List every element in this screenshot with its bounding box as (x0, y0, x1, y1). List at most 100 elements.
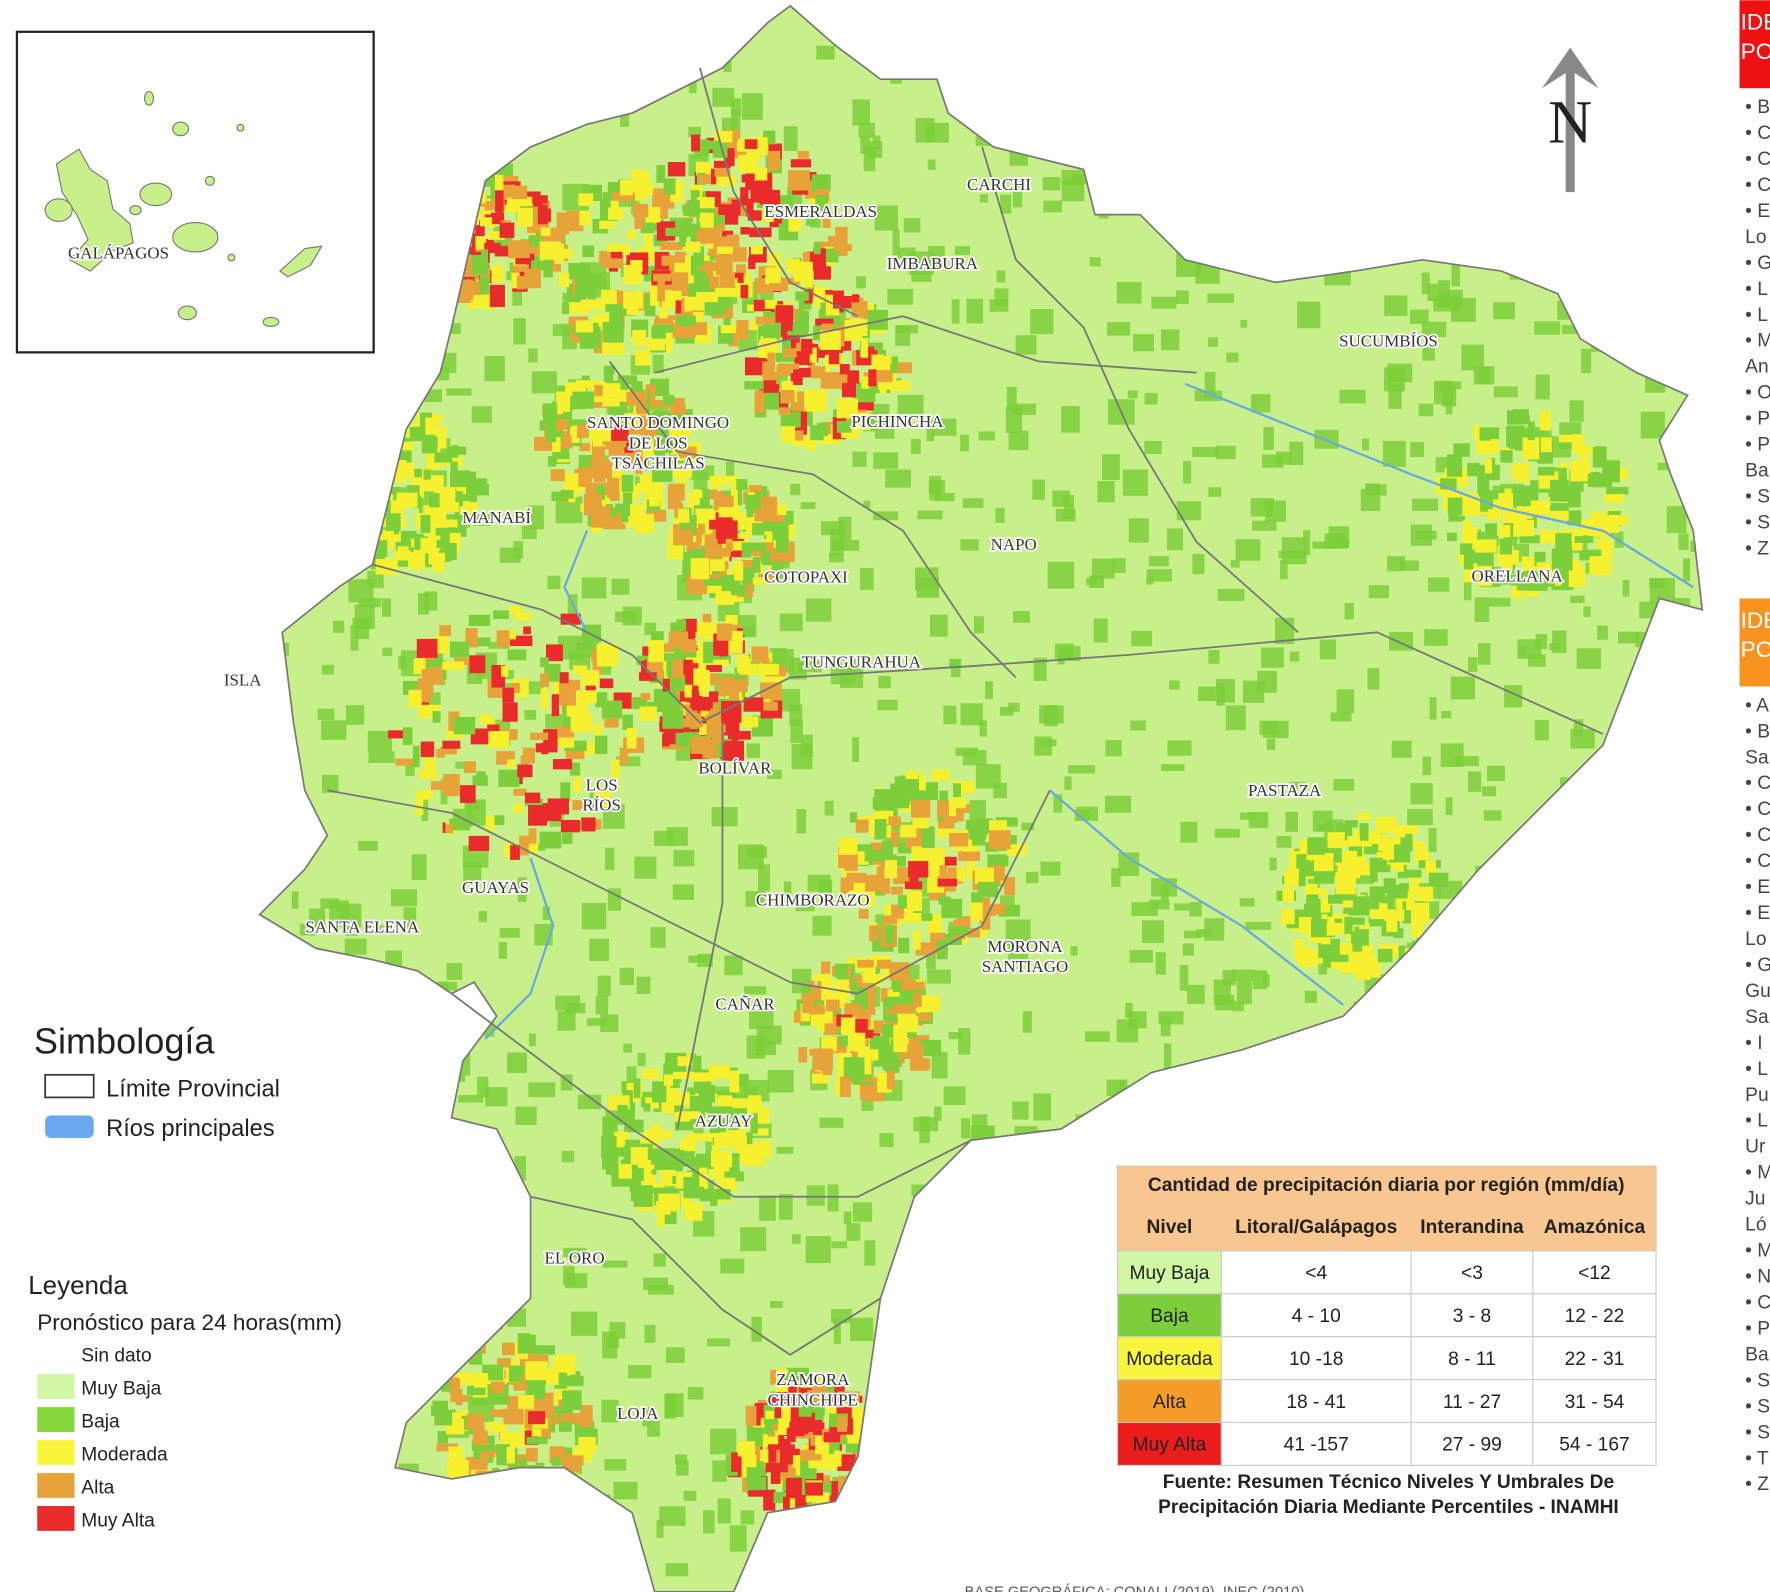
patch (571, 1311, 598, 1336)
patch (713, 495, 734, 511)
patch (279, 1452, 292, 1477)
patch (394, 172, 417, 193)
patch (904, 881, 923, 890)
patch (1694, 327, 1703, 343)
patch (1558, 434, 1578, 443)
patch (890, 801, 898, 820)
patch (350, 625, 359, 651)
patch (1047, 1303, 1064, 1315)
patch (1444, 1082, 1461, 1096)
patch (844, 851, 858, 871)
patch (718, 676, 734, 696)
patch (567, 302, 590, 314)
patch (294, 1470, 310, 1493)
patch (1479, 985, 1489, 1003)
patch (1049, 1283, 1063, 1296)
patch (706, 583, 722, 594)
patch (442, 171, 465, 182)
patch (855, 819, 869, 833)
patch (1410, 783, 1433, 805)
patch (1450, 1151, 1466, 1165)
patch (913, 930, 921, 950)
patch (1506, 425, 1516, 447)
patch (611, 578, 630, 595)
patch (513, 788, 527, 796)
table-header: Amazónica (1544, 1217, 1646, 1238)
patch (472, 1392, 487, 1401)
patch (1409, 875, 1422, 884)
patch (473, 1585, 487, 1592)
side-line: Lo (1745, 227, 1766, 248)
patch (1008, 702, 1020, 712)
patch (740, 716, 759, 728)
patch (746, 1467, 761, 1485)
patch (395, 1518, 415, 1545)
patch (580, 1405, 593, 1427)
patch (604, 1459, 627, 1471)
patch (769, 1541, 791, 1554)
patch (709, 1113, 721, 1133)
patch (664, 397, 685, 408)
patch (684, 255, 693, 274)
patch (511, 185, 528, 200)
patch (615, 503, 628, 514)
patch (712, 87, 735, 107)
patch (748, 256, 756, 270)
patch (716, 175, 737, 186)
patch (1467, 771, 1482, 792)
patch (421, 798, 429, 822)
patch (464, 761, 477, 774)
north-label: N (1548, 89, 1592, 156)
patch (796, 808, 807, 834)
patch (330, 446, 340, 468)
patch (711, 807, 738, 827)
patch (490, 1381, 505, 1394)
patch (398, 360, 419, 381)
side-line: • S (1745, 512, 1770, 533)
patch (716, 520, 738, 539)
patch (691, 134, 701, 152)
patch (1629, 1114, 1640, 1124)
patch (385, 172, 395, 180)
patch (1233, 1001, 1244, 1012)
patch (329, 900, 349, 922)
patch (1542, 203, 1555, 227)
patch (531, 371, 557, 394)
patch (497, 235, 512, 246)
patch (1528, 184, 1542, 211)
patch (868, 369, 877, 387)
side-line: • Z (1745, 538, 1769, 559)
patch (287, 1072, 296, 1099)
patch (1632, 212, 1646, 227)
patch (641, 1068, 659, 1079)
patch (446, 388, 472, 396)
patch (689, 465, 715, 480)
patch (449, 818, 470, 831)
patch (856, 276, 866, 289)
patch (730, 98, 742, 117)
patch (826, 24, 849, 36)
patch (1405, 869, 1422, 878)
patch (1406, 886, 1423, 899)
side-line: • C (1745, 773, 1770, 794)
patch (1297, 301, 1321, 329)
patch (713, 160, 731, 168)
patch (778, 407, 791, 415)
patch (638, 457, 649, 470)
patch (1337, 1122, 1348, 1139)
patch (451, 445, 459, 458)
patch (1640, 872, 1659, 895)
patch (641, 1165, 652, 1187)
patch (1484, 458, 1492, 474)
patch (892, 867, 912, 885)
patch (717, 1498, 731, 1524)
province-label: MORONA SANTIAGO (982, 937, 1069, 976)
patch (1543, 831, 1557, 847)
patch (453, 716, 476, 735)
side-line: Lo (1745, 929, 1766, 950)
patch (765, 1462, 788, 1473)
patch (957, 1297, 971, 1323)
patch (435, 215, 449, 230)
patch (1231, 969, 1254, 981)
patch (742, 1132, 753, 1151)
